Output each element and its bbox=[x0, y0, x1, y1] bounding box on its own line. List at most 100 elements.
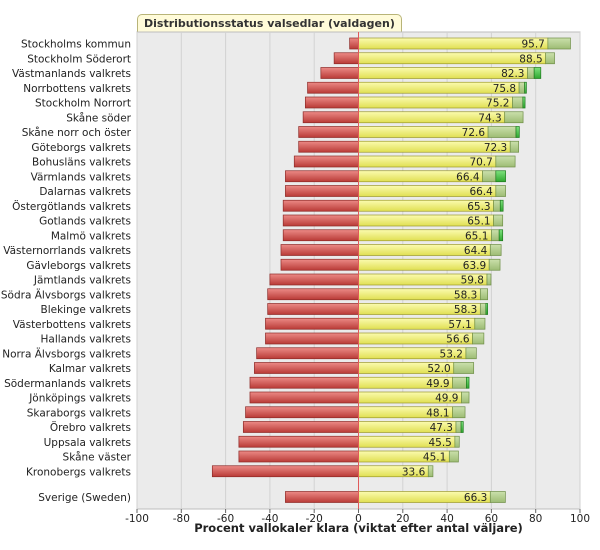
x-tick-label: -40 bbox=[261, 513, 278, 525]
x-tick-label: 80 bbox=[529, 513, 542, 525]
x-tick-label: 20 bbox=[396, 513, 409, 525]
row-26-value-label: 47.3 bbox=[430, 422, 453, 434]
row-26-negative-bar bbox=[242, 421, 359, 433]
row-22-category-label: Kalmar valkrets bbox=[49, 363, 131, 375]
row-24-value-label: 49.9 bbox=[435, 393, 458, 405]
row-29-negative-bar bbox=[211, 465, 359, 478]
row-20-light-green-bar bbox=[472, 332, 485, 345]
row-14-negative-bar bbox=[280, 244, 359, 256]
row-1-yellow-bar bbox=[358, 52, 547, 65]
row-1-category-label: Stockholm Söderort bbox=[27, 53, 131, 65]
row-11-category-label: Östergötlands valkrets bbox=[12, 200, 131, 213]
row-27-value-label: 45.5 bbox=[428, 437, 451, 449]
row-4-green-bar bbox=[522, 96, 526, 109]
row-11-light-green-bar bbox=[493, 199, 501, 212]
row-6-negative-bar bbox=[298, 126, 359, 138]
row-19-value-label: 57.1 bbox=[448, 319, 471, 331]
row-4-negative-bar bbox=[304, 96, 359, 109]
row-12-category-label: Gotlands valkrets bbox=[39, 216, 131, 228]
row-0-negative-bar bbox=[349, 37, 359, 50]
row-13-category-label: Malmö valkrets bbox=[51, 230, 131, 242]
row-21-light-green-bar bbox=[465, 347, 477, 360]
row-14-category-label: Västernorrlands valkrets bbox=[3, 245, 131, 257]
row-19-category-label: Västerbottens valkrets bbox=[13, 319, 131, 331]
row-2-green-bar bbox=[533, 67, 542, 79]
row-17-light-green-bar bbox=[479, 288, 488, 301]
summary-row-value-label: 66.3 bbox=[464, 492, 487, 504]
row-18-green-bar bbox=[485, 303, 488, 315]
summary-row-negative-bar bbox=[285, 491, 359, 503]
row-22-negative-bar bbox=[254, 362, 359, 374]
row-6-light-green-bar bbox=[487, 126, 517, 138]
row-18-category-label: Blekinge valkrets bbox=[41, 304, 131, 316]
row-13-value-label: 65.1 bbox=[465, 230, 488, 242]
row-3-value-label: 75.8 bbox=[493, 83, 516, 95]
row-14-light-green-bar bbox=[489, 244, 502, 256]
row-26-category-label: Örebro valkrets bbox=[50, 421, 131, 434]
row-7-value-label: 72.3 bbox=[484, 142, 507, 154]
row-10-negative-bar bbox=[285, 185, 359, 197]
row-24-category-label: Jönköpings valkrets bbox=[28, 393, 131, 405]
row-25-light-green-bar bbox=[452, 406, 466, 419]
row-8-category-label: Bohusläns valkrets bbox=[32, 157, 131, 169]
row-2-negative-bar bbox=[320, 67, 359, 79]
row-0-yellow-bar bbox=[358, 37, 549, 50]
row-8-negative-bar bbox=[293, 155, 359, 168]
row-8-value-label: 70.7 bbox=[469, 157, 492, 169]
row-5-category-label: Skåne söder bbox=[66, 111, 131, 124]
row-15-negative-bar bbox=[280, 258, 359, 271]
x-tick-label: 40 bbox=[440, 513, 453, 525]
row-6-green-bar bbox=[515, 126, 520, 138]
x-tick-label: 100 bbox=[570, 513, 590, 525]
x-tick-label: -80 bbox=[173, 513, 190, 525]
row-27-negative-bar bbox=[238, 435, 359, 448]
row-0-light-green-bar bbox=[547, 37, 571, 50]
row-20-negative-bar bbox=[265, 332, 359, 345]
row-9-light-green-bar bbox=[482, 170, 497, 183]
row-15-light-green-bar bbox=[488, 258, 501, 271]
row-27-category-label: Uppsala valkrets bbox=[44, 437, 131, 449]
row-3-green-bar bbox=[524, 81, 527, 94]
summary-row-light-green-bar bbox=[489, 491, 506, 503]
row-20-value-label: 56.6 bbox=[446, 334, 470, 346]
row-18-value-label: 58.3 bbox=[454, 304, 477, 316]
row-23-negative-bar bbox=[249, 376, 359, 389]
row-5-negative-bar bbox=[302, 111, 359, 124]
row-14-value-label: 64.4 bbox=[464, 245, 488, 257]
row-20-category-label: Hallands valkrets bbox=[40, 334, 131, 346]
row-28-light-green-bar bbox=[448, 450, 459, 463]
summary-row-category-label: Sverige (Sweden) bbox=[38, 492, 131, 504]
row-2-light-green-bar bbox=[527, 67, 535, 79]
x-tick-label: -100 bbox=[125, 513, 149, 525]
row-25-value-label: 48.1 bbox=[426, 407, 449, 419]
row-4-value-label: 75.2 bbox=[486, 98, 509, 110]
row-11-green-bar bbox=[499, 199, 504, 212]
row-12-light-green-bar bbox=[493, 214, 504, 227]
row-7-light-green-bar bbox=[509, 140, 519, 153]
row-25-category-label: Skaraborgs valkrets bbox=[27, 407, 131, 419]
row-23-value-label: 49.9 bbox=[426, 378, 449, 390]
row-11-negative-bar bbox=[282, 199, 359, 212]
row-1-light-green-bar bbox=[545, 52, 555, 65]
x-axis-title: Procent vallokaler klara (viktat efter a… bbox=[194, 521, 523, 535]
row-19-light-green-bar bbox=[474, 317, 486, 330]
row-10-category-label: Dalarnas valkrets bbox=[39, 186, 131, 198]
row-29-value-label: 33.6 bbox=[402, 466, 426, 478]
row-17-value-label: 58.3 bbox=[454, 289, 477, 301]
row-7-negative-bar bbox=[298, 140, 359, 153]
row-24-negative-bar bbox=[249, 391, 359, 404]
row-28-category-label: Skåne väster bbox=[63, 451, 132, 464]
row-10-value-label: 66.4 bbox=[469, 186, 493, 198]
row-9-negative-bar bbox=[285, 170, 359, 183]
row-6-value-label: 72.6 bbox=[462, 127, 486, 139]
row-10-light-green-bar bbox=[495, 185, 506, 197]
row-29-category-label: Kronobergs valkrets bbox=[26, 466, 131, 478]
row-23-green-bar bbox=[466, 376, 470, 389]
row-4-category-label: Stockholm Norrort bbox=[35, 98, 131, 110]
row-12-value-label: 65.1 bbox=[467, 216, 490, 228]
row-3-light-green-bar bbox=[518, 81, 525, 94]
x-tick-label: 60 bbox=[485, 513, 498, 525]
row-4-light-green-bar bbox=[512, 96, 524, 109]
row-12-negative-bar bbox=[282, 214, 359, 227]
row-13-light-green-bar bbox=[491, 229, 500, 242]
